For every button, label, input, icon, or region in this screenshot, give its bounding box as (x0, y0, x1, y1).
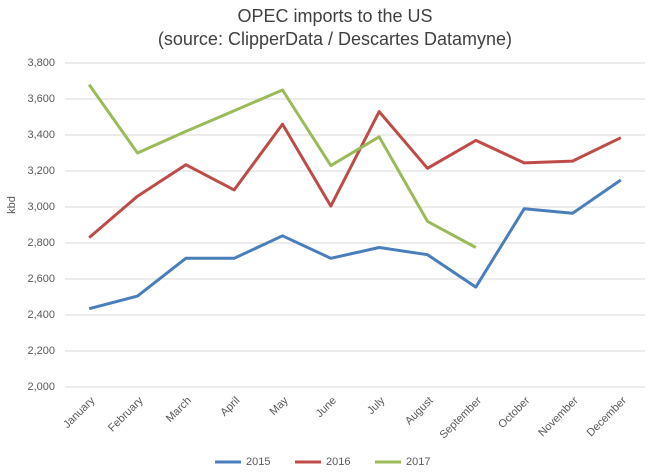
x-tick-label: February (106, 394, 146, 434)
y-tick-label: 3,600 (27, 93, 55, 105)
legend-label: 2016 (326, 456, 350, 468)
y-tick-label: 3,200 (27, 165, 55, 177)
y-axis-label: kbd (6, 196, 18, 214)
chart-subtitle: (source: ClipperData / Descartes Datamyn… (158, 29, 512, 49)
x-tick-label: August (403, 395, 436, 428)
x-tick-label: June (314, 395, 339, 420)
y-tick-label: 3,800 (27, 57, 55, 69)
x-tick-label: September (437, 394, 484, 441)
chart-title: OPEC imports to the US (237, 6, 432, 26)
x-tick-label: May (267, 394, 291, 418)
y-tick-label: 2,000 (27, 381, 55, 393)
x-tick-label: November (536, 394, 581, 439)
y-tick-label: 2,400 (27, 309, 55, 321)
y-tick-label: 2,600 (27, 273, 55, 285)
x-tick-label: April (218, 395, 242, 419)
x-tick-label: July (365, 394, 388, 417)
y-tick-label: 3,000 (27, 201, 55, 213)
x-tick-label: December (585, 394, 630, 439)
x-tick-label: October (496, 394, 532, 430)
x-tick-label: March (164, 395, 194, 425)
y-tick-label: 2,200 (27, 345, 55, 357)
legend-label: 2017 (406, 456, 430, 468)
y-tick-label: 2,800 (27, 237, 55, 249)
series-line (88, 110, 622, 239)
legend-label: 2015 (246, 456, 270, 468)
x-tick-label: January (61, 394, 98, 431)
y-tick-label: 3,400 (27, 129, 55, 141)
series-line (88, 178, 622, 311)
series-line (87, 83, 477, 249)
